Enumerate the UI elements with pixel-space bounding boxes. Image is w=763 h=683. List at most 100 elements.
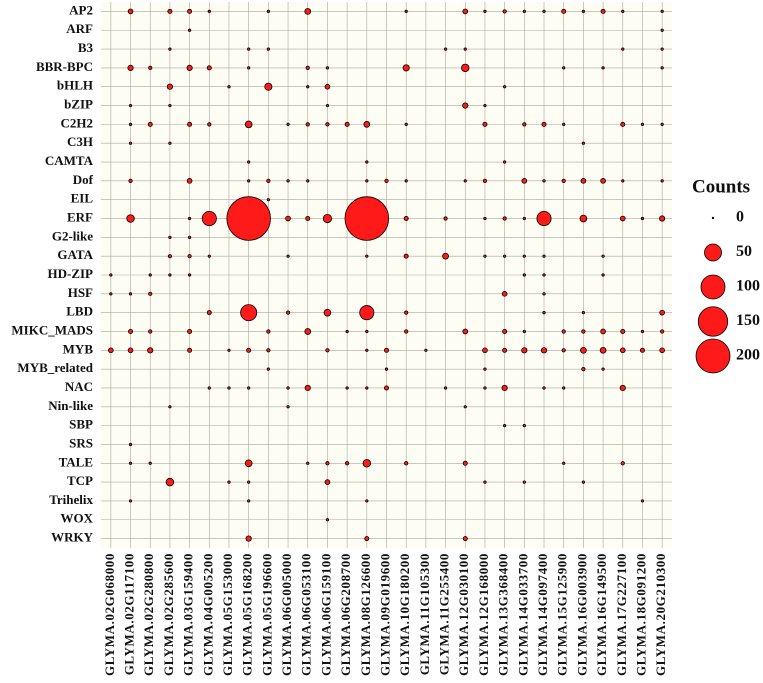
bubble (403, 253, 409, 259)
y-tick-label: LBD (66, 304, 93, 319)
bubble (404, 122, 408, 126)
bubble (561, 8, 567, 14)
bubble (660, 329, 665, 334)
bubble (306, 179, 310, 183)
bubble (362, 459, 372, 468)
bubble (188, 28, 192, 32)
bubble (501, 384, 508, 392)
bubble (522, 480, 526, 484)
bubble (660, 28, 664, 32)
bubble (404, 461, 409, 466)
bubble (502, 216, 507, 221)
legend-label: 150 (736, 312, 760, 329)
bubble (127, 8, 134, 15)
bubble (660, 47, 664, 51)
bubble (536, 211, 552, 227)
bubble (147, 347, 154, 354)
bubble (345, 329, 349, 334)
legend-bubble (704, 243, 722, 262)
bubble (619, 384, 626, 392)
x-tick-label: GLYMA.14G097400 (535, 553, 550, 676)
bubble (207, 9, 211, 14)
bubble (285, 215, 291, 222)
bubble (483, 367, 487, 371)
bubble (324, 479, 331, 485)
bubble (127, 347, 134, 354)
bubble (148, 329, 153, 334)
bubble (503, 254, 507, 258)
bubble (542, 254, 546, 258)
bubble (482, 121, 488, 127)
bubble (128, 499, 133, 503)
bubble (207, 122, 212, 127)
bubble (128, 103, 133, 108)
bubble (325, 66, 330, 70)
bubble (168, 405, 172, 409)
bubble (503, 85, 507, 89)
bubble (463, 47, 467, 51)
x-tick-label: GLYMA.11G255400 (437, 553, 452, 675)
bubble (305, 65, 310, 70)
bubble (165, 477, 175, 487)
bubble (562, 122, 566, 126)
bubble (659, 347, 665, 354)
y-tick-label: GATA (57, 247, 93, 262)
x-tick-label: GLYMA.05G196600 (259, 553, 274, 676)
y-tick-label: SRS (69, 435, 93, 450)
bubble (581, 367, 586, 372)
bubble (227, 348, 231, 352)
bubble (266, 348, 271, 353)
bubble (167, 254, 173, 259)
bubble (442, 252, 449, 260)
legend-title: Counts (692, 176, 750, 197)
x-tick-label: GLYMA.05G168200 (240, 553, 255, 676)
y-tick-label: HSF (68, 285, 93, 300)
bubble (620, 461, 625, 466)
bubble (483, 386, 487, 390)
bubble (621, 9, 625, 14)
bubble (325, 518, 330, 522)
bubble (128, 442, 133, 447)
legend-label: 0 (736, 209, 744, 226)
bubble (542, 386, 546, 390)
bubble (206, 65, 212, 71)
bubble (286, 254, 290, 258)
bubble (443, 386, 448, 390)
bubble (503, 424, 507, 428)
bubble (660, 66, 664, 70)
bubble (244, 120, 253, 129)
bubble (128, 141, 133, 145)
bubble (522, 216, 526, 221)
bubble (247, 480, 251, 484)
bubble (581, 480, 585, 484)
bubble (344, 196, 390, 241)
bubble (542, 311, 546, 315)
bubble (522, 254, 526, 258)
y-tick-label: C2H2 (61, 115, 94, 130)
bubble (659, 215, 666, 222)
y-tick-label: ARF (66, 21, 93, 36)
bubble (305, 216, 311, 221)
bubble (126, 214, 135, 223)
bubble (148, 461, 152, 465)
axis-labels: AP2 ARF B3 BBR-BPC bHLH bZIP C2H2 C3H CAMTA Dof EI… (11, 2, 668, 676)
bubble (286, 386, 290, 390)
bubbles (108, 8, 666, 542)
x-tick-label: GLYMA.02G280800 (141, 553, 156, 676)
bubble (404, 310, 409, 315)
bubble (266, 47, 270, 51)
bubble (640, 499, 645, 503)
bubble (304, 328, 312, 335)
bubble (562, 66, 566, 70)
bubble (108, 347, 114, 354)
bubble (227, 386, 231, 390)
bubble (502, 329, 508, 334)
bubble (483, 103, 487, 108)
bubble (443, 47, 448, 51)
bubble (462, 460, 468, 466)
bubble (521, 178, 528, 184)
bubble (365, 499, 369, 503)
bubble (128, 178, 133, 183)
y-tick-label: TALE (59, 454, 93, 469)
